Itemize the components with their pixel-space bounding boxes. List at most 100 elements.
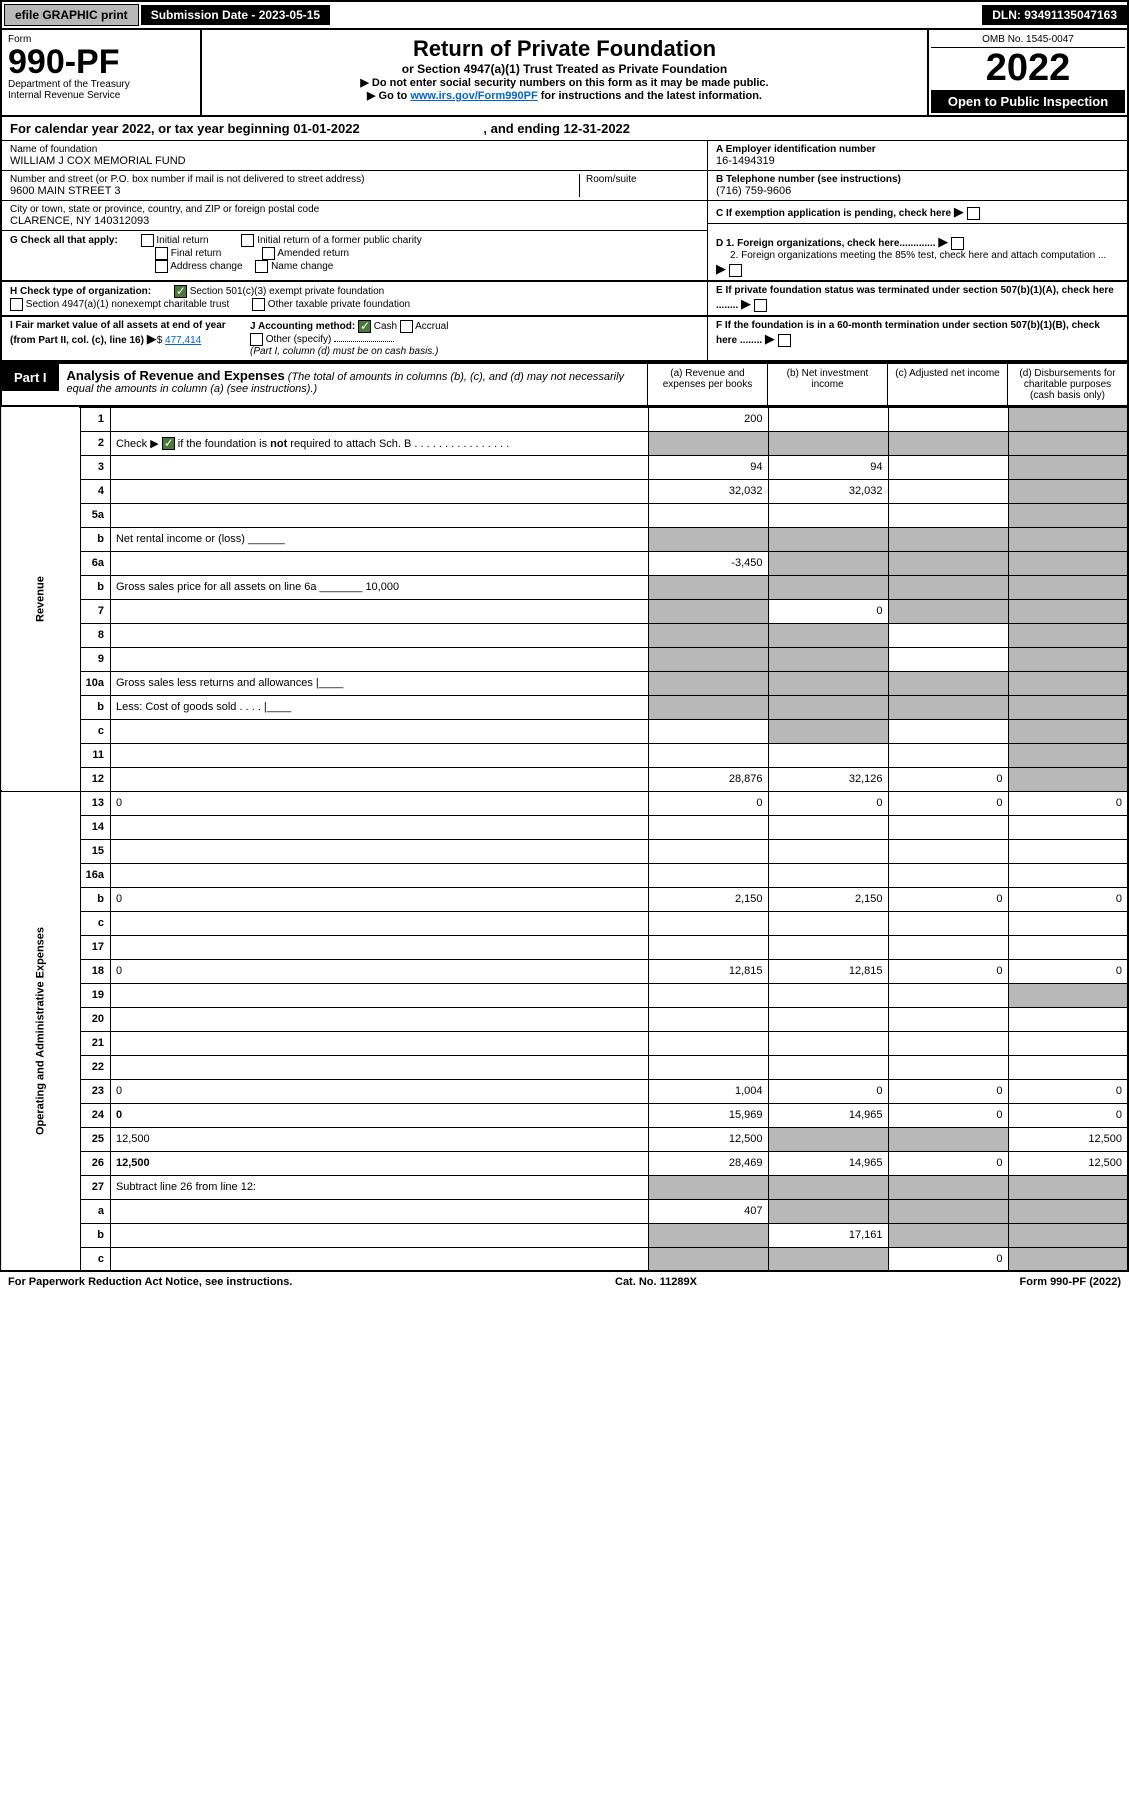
cell-col-d: 12,500 bbox=[1008, 1127, 1128, 1151]
g-name-checkbox[interactable] bbox=[255, 260, 268, 273]
cell-grey bbox=[1008, 1175, 1128, 1199]
cell-col-b: 0 bbox=[768, 599, 888, 623]
h-other-checkbox[interactable] bbox=[252, 298, 265, 311]
cell-col-d: 0 bbox=[1008, 1079, 1128, 1103]
cell-col-c bbox=[888, 1031, 1008, 1055]
cell-col-c bbox=[888, 1199, 1008, 1223]
table-row: 19 bbox=[1, 983, 1128, 1007]
line-number: c bbox=[80, 911, 110, 935]
d2-checkbox[interactable] bbox=[729, 264, 742, 277]
cell-col-d bbox=[1008, 599, 1128, 623]
cell-col-c: 0 bbox=[888, 887, 1008, 911]
cell-col-b bbox=[768, 719, 888, 743]
note-post: for instructions and the latest informat… bbox=[538, 90, 762, 102]
street-address: 9600 MAIN STREET 3 bbox=[10, 185, 579, 197]
g-initial-checkbox[interactable] bbox=[141, 234, 154, 247]
cell-col-b bbox=[768, 647, 888, 671]
line-description bbox=[110, 599, 648, 623]
line-description bbox=[110, 839, 648, 863]
j-accrual-checkbox[interactable] bbox=[400, 320, 413, 333]
line-number: 19 bbox=[80, 983, 110, 1007]
section-i-f: I Fair market value of all assets at end… bbox=[0, 317, 1129, 362]
section-g-d: G Check all that apply: Initial return I… bbox=[0, 231, 1129, 282]
line-description bbox=[110, 743, 648, 767]
g-opt-final: Final return bbox=[171, 248, 222, 259]
topbar: efile GRAPHIC print Submission Date - 20… bbox=[0, 0, 1129, 30]
cell-grey bbox=[1008, 575, 1128, 599]
line-number: 9 bbox=[80, 647, 110, 671]
cell-col-c: 0 bbox=[888, 1151, 1008, 1175]
cell-grey bbox=[888, 695, 1008, 719]
name-block: Name of foundation WILLIAM J COX MEMORIA… bbox=[2, 141, 707, 171]
f-checkbox[interactable] bbox=[778, 334, 791, 347]
cell-grey bbox=[888, 1175, 1008, 1199]
column-headers: (a) Revenue and expenses per books (b) N… bbox=[647, 364, 1127, 405]
fmv-value[interactable]: 477,414 bbox=[165, 335, 201, 346]
table-row: b17,161 bbox=[1, 1223, 1128, 1247]
line-description: Net rental income or (loss) ______ bbox=[110, 527, 648, 551]
c-label: C If exemption application is pending, c… bbox=[716, 208, 951, 219]
h-501c3-checkbox[interactable] bbox=[174, 285, 187, 298]
cell-grey bbox=[888, 527, 1008, 551]
form-note-link: ▶ Go to www.irs.gov/Form990PF for instru… bbox=[208, 89, 921, 102]
cell-col-b bbox=[768, 1007, 888, 1031]
c-block: C If exemption application is pending, c… bbox=[708, 201, 1127, 224]
g-addr-checkbox[interactable] bbox=[155, 260, 168, 273]
cell-col-d bbox=[1008, 767, 1128, 791]
j-other-checkbox[interactable] bbox=[250, 333, 263, 346]
line-description bbox=[110, 983, 648, 1007]
line-description bbox=[110, 479, 648, 503]
cell-col-c: 0 bbox=[888, 1079, 1008, 1103]
cell-col-b: 32,126 bbox=[768, 767, 888, 791]
cell-col-d bbox=[1008, 911, 1128, 935]
cell-col-a bbox=[648, 1031, 768, 1055]
line-number: b bbox=[80, 1223, 110, 1247]
table-row: 2301,004000 bbox=[1, 1079, 1128, 1103]
line-description bbox=[110, 623, 648, 647]
line-number: 10a bbox=[80, 671, 110, 695]
j-cash-checkbox[interactable] bbox=[358, 320, 371, 333]
address-block: Number and street (or P.O. box number if… bbox=[2, 171, 707, 201]
irs-link[interactable]: www.irs.gov/Form990PF bbox=[410, 90, 537, 102]
cell-col-c: 0 bbox=[888, 1103, 1008, 1127]
cell-col-a bbox=[648, 815, 768, 839]
form-title: Return of Private Foundation bbox=[208, 36, 921, 62]
table-row: bLess: Cost of goods sold . . . . |____ bbox=[1, 695, 1128, 719]
g-initial-former-checkbox[interactable] bbox=[241, 234, 254, 247]
cell-col-c bbox=[888, 1223, 1008, 1247]
cell-col-b bbox=[768, 863, 888, 887]
table-row: 14 bbox=[1, 815, 1128, 839]
footer-paperwork: For Paperwork Reduction Act Notice, see … bbox=[8, 1276, 292, 1288]
h-label: H Check type of organization: bbox=[10, 286, 151, 297]
line-description bbox=[110, 503, 648, 527]
footer-catno: Cat. No. 11289X bbox=[615, 1276, 697, 1288]
section-i-j: I Fair market value of all assets at end… bbox=[2, 317, 707, 360]
cell-col-a bbox=[648, 983, 768, 1007]
h-4947-checkbox[interactable] bbox=[10, 298, 23, 311]
j-cash: Cash bbox=[374, 321, 397, 332]
cell-col-c bbox=[888, 743, 1008, 767]
cell-grey bbox=[1008, 695, 1128, 719]
g-amended-checkbox[interactable] bbox=[262, 247, 275, 260]
cal-end: , and ending 12-31-2022 bbox=[483, 121, 630, 136]
efile-print-button[interactable]: efile GRAPHIC print bbox=[4, 4, 139, 26]
e-checkbox[interactable] bbox=[754, 299, 767, 312]
cell-grey bbox=[768, 431, 888, 455]
c-checkbox[interactable] bbox=[967, 207, 980, 220]
j-other: Other (specify) bbox=[266, 334, 332, 345]
cell-col-b: 2,150 bbox=[768, 887, 888, 911]
form-header: Form 990-PF Department of the Treasury I… bbox=[0, 30, 1129, 117]
j-accrual: Accrual bbox=[415, 321, 448, 332]
table-row: 70 bbox=[1, 599, 1128, 623]
part1-table: Revenue12002Check ▶ if the foundation is… bbox=[0, 407, 1129, 1273]
section-d: D 1. Foreign organizations, check here..… bbox=[707, 231, 1127, 280]
g-final-checkbox[interactable] bbox=[155, 247, 168, 260]
cell-col-a bbox=[648, 1007, 768, 1031]
d1-checkbox[interactable] bbox=[951, 237, 964, 250]
col-c-header: (c) Adjusted net income bbox=[887, 364, 1007, 405]
cell-col-c bbox=[888, 863, 1008, 887]
part1-title-block: Analysis of Revenue and Expenses (The to… bbox=[59, 364, 647, 399]
part1-header: Part I Analysis of Revenue and Expenses … bbox=[0, 362, 1129, 407]
header-mid: Return of Private Foundation or Section … bbox=[202, 30, 927, 115]
j-note: (Part I, column (d) must be on cash basi… bbox=[250, 346, 438, 357]
